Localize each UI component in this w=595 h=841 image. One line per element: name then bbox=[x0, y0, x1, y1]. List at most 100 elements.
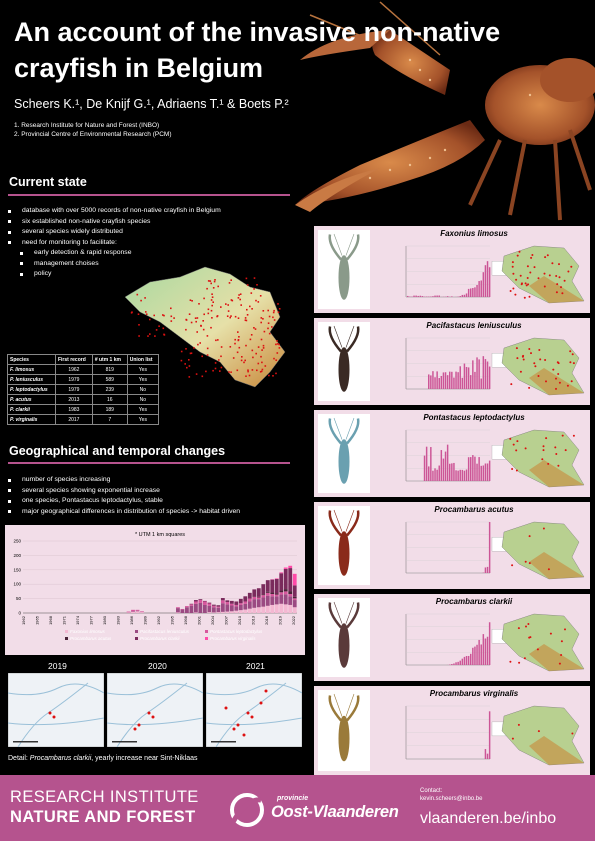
map-dot bbox=[261, 339, 263, 341]
bullet: six established non-native crayfish spec… bbox=[4, 217, 304, 228]
bar-segment bbox=[207, 603, 211, 604]
map-dot bbox=[197, 317, 199, 319]
mini-bar bbox=[485, 749, 486, 759]
mini-bar bbox=[489, 267, 490, 297]
affiliation-1: 1. Research Institute for Nature and For… bbox=[14, 121, 172, 130]
mini-map-dot bbox=[561, 640, 563, 642]
bar-segment bbox=[239, 605, 243, 610]
x-tick-label: 1998 bbox=[183, 615, 188, 625]
mini-bar bbox=[447, 375, 448, 389]
bar-segment bbox=[190, 604, 194, 605]
map-dot bbox=[221, 346, 223, 348]
mini-bar bbox=[470, 288, 471, 297]
chart-panel: * UTM 1 km squares 0 50 100 150 200 250 1962 1… bbox=[5, 525, 305, 655]
mini-bar bbox=[432, 371, 433, 389]
mini-bar bbox=[485, 359, 486, 389]
x-tick-label: 2013 bbox=[250, 615, 255, 625]
map-dot bbox=[229, 282, 231, 284]
mini-map-dot bbox=[528, 348, 530, 350]
x-tick-label: 1974 bbox=[75, 615, 80, 625]
bar-segment bbox=[275, 579, 279, 593]
bar-segment bbox=[261, 584, 265, 594]
map-dot bbox=[268, 322, 270, 324]
map-dot bbox=[211, 310, 213, 312]
bar-segment bbox=[194, 601, 198, 603]
map-dot bbox=[237, 331, 239, 333]
detail-map-2020 bbox=[107, 673, 203, 747]
bar-segment bbox=[270, 605, 274, 613]
mini-bar bbox=[451, 463, 452, 481]
mini-map-dot bbox=[560, 654, 562, 656]
mini-bar bbox=[457, 662, 458, 665]
map-dot bbox=[246, 309, 248, 311]
bar-segment bbox=[284, 568, 288, 569]
map-dot bbox=[260, 322, 262, 324]
x-tick-label: 1962 bbox=[21, 615, 26, 625]
map-dot bbox=[252, 369, 254, 371]
mini-map-dot bbox=[519, 251, 521, 253]
mini-bar bbox=[447, 296, 448, 297]
mini-map-dot bbox=[523, 359, 525, 361]
mini-bar bbox=[424, 456, 425, 481]
mini-bar bbox=[478, 359, 479, 389]
map-dot bbox=[264, 331, 266, 333]
institute-name-line1: RESEARCH INSTITUTE bbox=[10, 788, 199, 807]
mini-map-dot bbox=[571, 733, 573, 735]
map-dot bbox=[243, 362, 245, 364]
map-dot bbox=[241, 356, 243, 358]
x-tick-label: 2016 bbox=[264, 615, 269, 625]
bar-segment bbox=[252, 599, 256, 608]
map-dot bbox=[210, 283, 212, 285]
mini-map-dot bbox=[555, 388, 557, 390]
table-cell: No bbox=[127, 385, 158, 395]
map-dot bbox=[185, 348, 187, 350]
mini-bar bbox=[432, 471, 433, 481]
map-dot bbox=[258, 363, 260, 365]
bar-segment bbox=[230, 604, 234, 606]
map-dot bbox=[203, 298, 205, 300]
bar-segment bbox=[275, 596, 279, 604]
table-cell: F. limosus bbox=[8, 365, 56, 375]
bar-segment bbox=[288, 596, 292, 605]
mini-bar bbox=[451, 372, 452, 389]
map-dot bbox=[202, 320, 204, 322]
mini-bar bbox=[481, 280, 482, 297]
bar-segment bbox=[221, 612, 225, 613]
mini-map-dot bbox=[549, 274, 551, 276]
mini-bar bbox=[418, 296, 419, 297]
bar-segment bbox=[127, 612, 131, 613]
y-tick-label: 0 bbox=[18, 611, 21, 616]
section-rule bbox=[8, 194, 290, 196]
bar-segment bbox=[275, 578, 279, 579]
map-dot bbox=[239, 299, 241, 301]
mini-map-dot bbox=[516, 347, 518, 349]
table-cell: 16 bbox=[92, 395, 127, 405]
bar-segment bbox=[176, 608, 180, 612]
province-name: Oost-Vlaanderen bbox=[271, 803, 399, 822]
mini-bar bbox=[460, 296, 461, 297]
current-state-heading: Current state bbox=[9, 175, 87, 189]
mini-map-dot bbox=[565, 449, 567, 451]
website-link[interactable]: vlaanderen.be/inbo bbox=[420, 810, 556, 828]
bar-segment bbox=[131, 611, 135, 612]
mini-bar bbox=[443, 459, 444, 481]
map-dot bbox=[277, 303, 279, 305]
bar-segment bbox=[257, 607, 261, 613]
map-dot bbox=[263, 345, 265, 347]
bullet: one species, Pontastacus leptodactylus, … bbox=[4, 496, 314, 507]
map-dot bbox=[261, 349, 263, 351]
mini-bar bbox=[462, 659, 463, 665]
bar-segment bbox=[225, 612, 229, 613]
map-dot bbox=[200, 325, 202, 327]
contact-email[interactable]: kevin.scheers@inbo.be bbox=[420, 795, 482, 803]
table-cell: 239 bbox=[92, 385, 127, 395]
map-dot bbox=[220, 356, 222, 358]
map-dot bbox=[269, 333, 271, 335]
map-dot bbox=[215, 368, 217, 370]
mini-bar bbox=[447, 445, 448, 481]
mini-bar bbox=[453, 663, 454, 665]
mini-bar bbox=[462, 378, 463, 389]
bar-segment bbox=[252, 608, 256, 613]
mini-map-dot bbox=[545, 437, 547, 439]
mini-map-dot bbox=[541, 458, 543, 460]
